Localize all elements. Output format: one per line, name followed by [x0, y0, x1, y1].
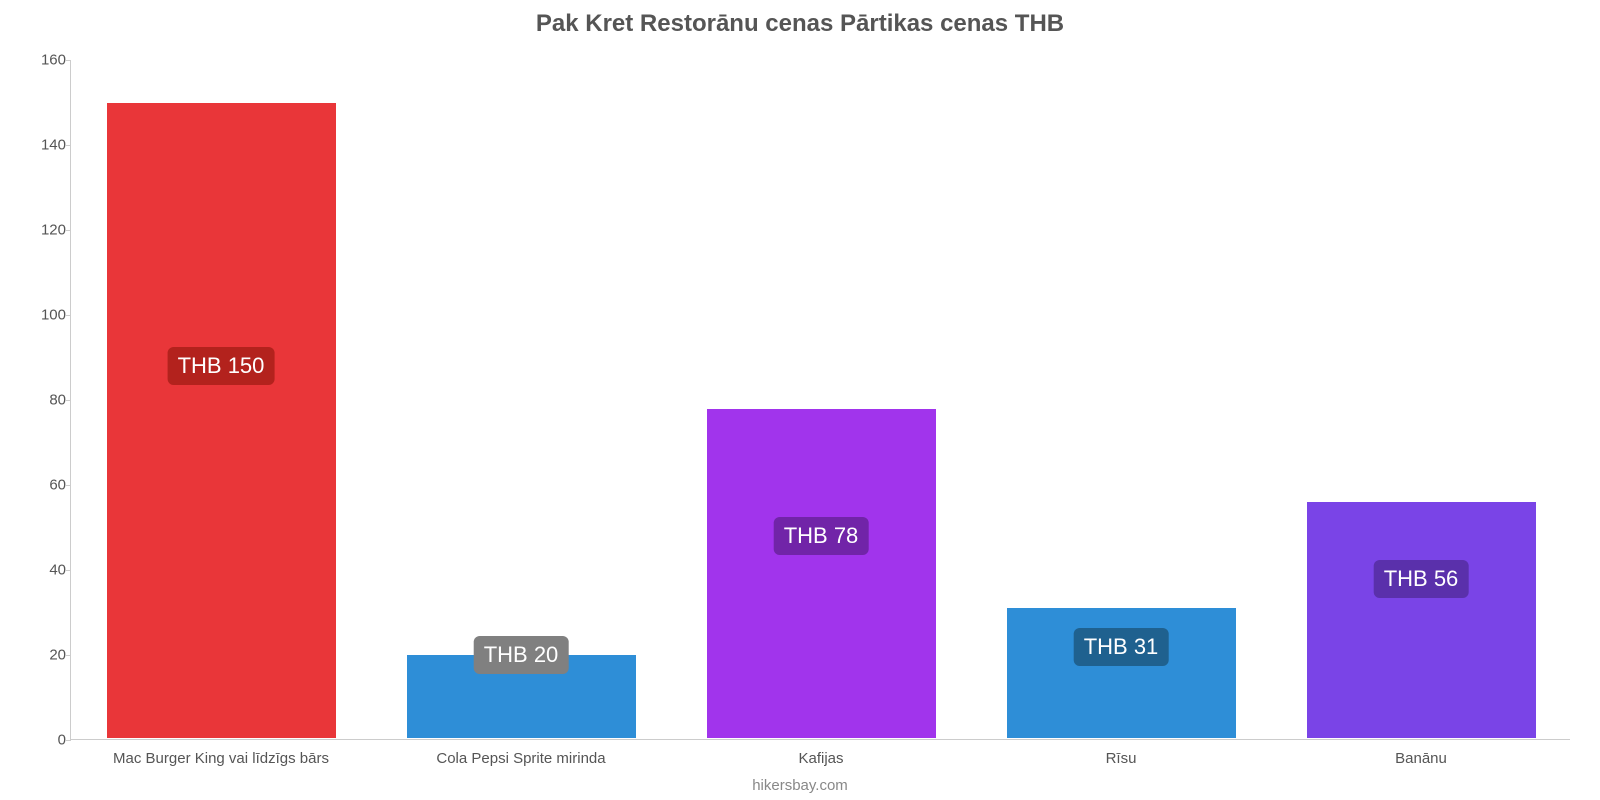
- x-category-label: Banānu: [1395, 750, 1447, 767]
- chart-title: Pak Kret Restorānu cenas Pārtikas cenas …: [0, 0, 1600, 38]
- bar-value-badge: THB 150: [168, 347, 275, 385]
- y-tick-mark: [65, 570, 71, 571]
- y-tick-mark: [65, 60, 71, 61]
- bar: [706, 408, 937, 740]
- x-category-label: Mac Burger King vai līdzīgs bārs: [113, 750, 329, 767]
- bar-value-badge: THB 78: [774, 517, 869, 555]
- bar-value-badge: THB 31: [1074, 628, 1169, 666]
- y-tick-mark: [65, 230, 71, 231]
- y-tick-label: 20: [21, 647, 66, 664]
- attribution-text: hikersbay.com: [0, 777, 1600, 794]
- chart-area: 020406080100120140160THB 150Mac Burger K…: [70, 60, 1570, 740]
- y-tick-mark: [65, 400, 71, 401]
- x-category-label: Cola Pepsi Sprite mirinda: [436, 750, 605, 767]
- x-category-label: Kafijas: [798, 750, 843, 767]
- x-category-label: Rīsu: [1106, 750, 1137, 767]
- y-tick-label: 40: [21, 562, 66, 579]
- y-tick-mark: [65, 145, 71, 146]
- bar-value-badge: THB 20: [474, 636, 569, 674]
- bar: [106, 102, 337, 740]
- y-tick-mark: [65, 485, 71, 486]
- y-tick-label: 60: [21, 477, 66, 494]
- y-tick-mark: [65, 315, 71, 316]
- y-tick-label: 100: [21, 307, 66, 324]
- bar-value-badge: THB 56: [1374, 560, 1469, 598]
- y-tick-label: 80: [21, 392, 66, 409]
- y-tick-label: 0: [21, 732, 66, 749]
- plot-region: 020406080100120140160THB 150Mac Burger K…: [70, 60, 1570, 740]
- y-tick-label: 160: [21, 52, 66, 69]
- y-tick-mark: [65, 740, 71, 741]
- bar: [1306, 501, 1537, 739]
- y-tick-mark: [65, 655, 71, 656]
- y-tick-label: 120: [21, 222, 66, 239]
- y-tick-label: 140: [21, 137, 66, 154]
